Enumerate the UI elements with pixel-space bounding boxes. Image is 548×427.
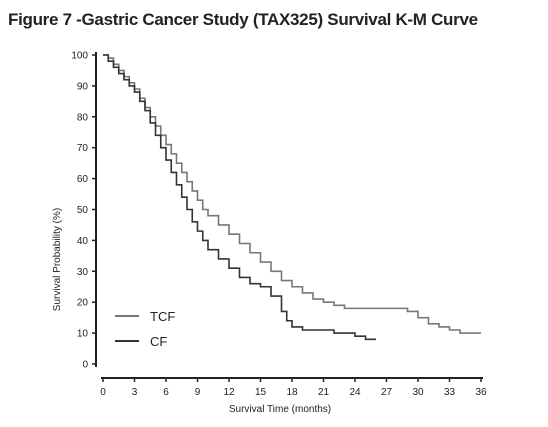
y-tick-label: 90 <box>77 81 89 92</box>
x-tick-label: 33 <box>444 387 456 398</box>
y-tick-label: 10 <box>77 329 89 340</box>
series-group <box>103 54 481 341</box>
y-tick-label: 100 <box>71 51 88 62</box>
x-tick-label: 18 <box>286 387 298 398</box>
series-line-cf <box>103 54 376 341</box>
y-tick-label: 20 <box>77 298 89 309</box>
y-tick-label: 40 <box>77 236 89 247</box>
x-tick-label: 3 <box>132 387 138 398</box>
y-tick-label: 0 <box>82 360 88 371</box>
legend-label-cf: CF <box>150 334 167 349</box>
y-tick-label: 70 <box>77 143 89 154</box>
x-tick-label: 0 <box>100 387 106 398</box>
x-tick-label: 24 <box>349 387 361 398</box>
y-tick-label: 50 <box>77 205 89 216</box>
x-tick-label: 6 <box>163 387 169 398</box>
x-tick-label: 30 <box>412 387 424 398</box>
chart-title: Figure 7 -Gastric Cancer Study (TAX325) … <box>8 10 478 29</box>
x-tick-label: 15 <box>255 387 267 398</box>
x-tick-label: 36 <box>475 387 487 398</box>
y-tick-label: 60 <box>77 174 89 185</box>
y-tick-label: 30 <box>77 267 89 278</box>
legend: TCF CF <box>115 309 175 349</box>
legend-label-tcf: TCF <box>150 309 175 324</box>
series-line-tcf <box>103 54 481 334</box>
y-axis-title: Survival Probability (%) <box>52 208 63 311</box>
x-tick-label: 27 <box>381 387 393 398</box>
x-tick-label: 12 <box>223 387 235 398</box>
y-tick-label: 80 <box>77 112 89 123</box>
x-axis-title: Survival Time (months) <box>229 404 331 415</box>
x-tick-label: 9 <box>195 387 201 398</box>
x-tick-label: 21 <box>318 387 330 398</box>
